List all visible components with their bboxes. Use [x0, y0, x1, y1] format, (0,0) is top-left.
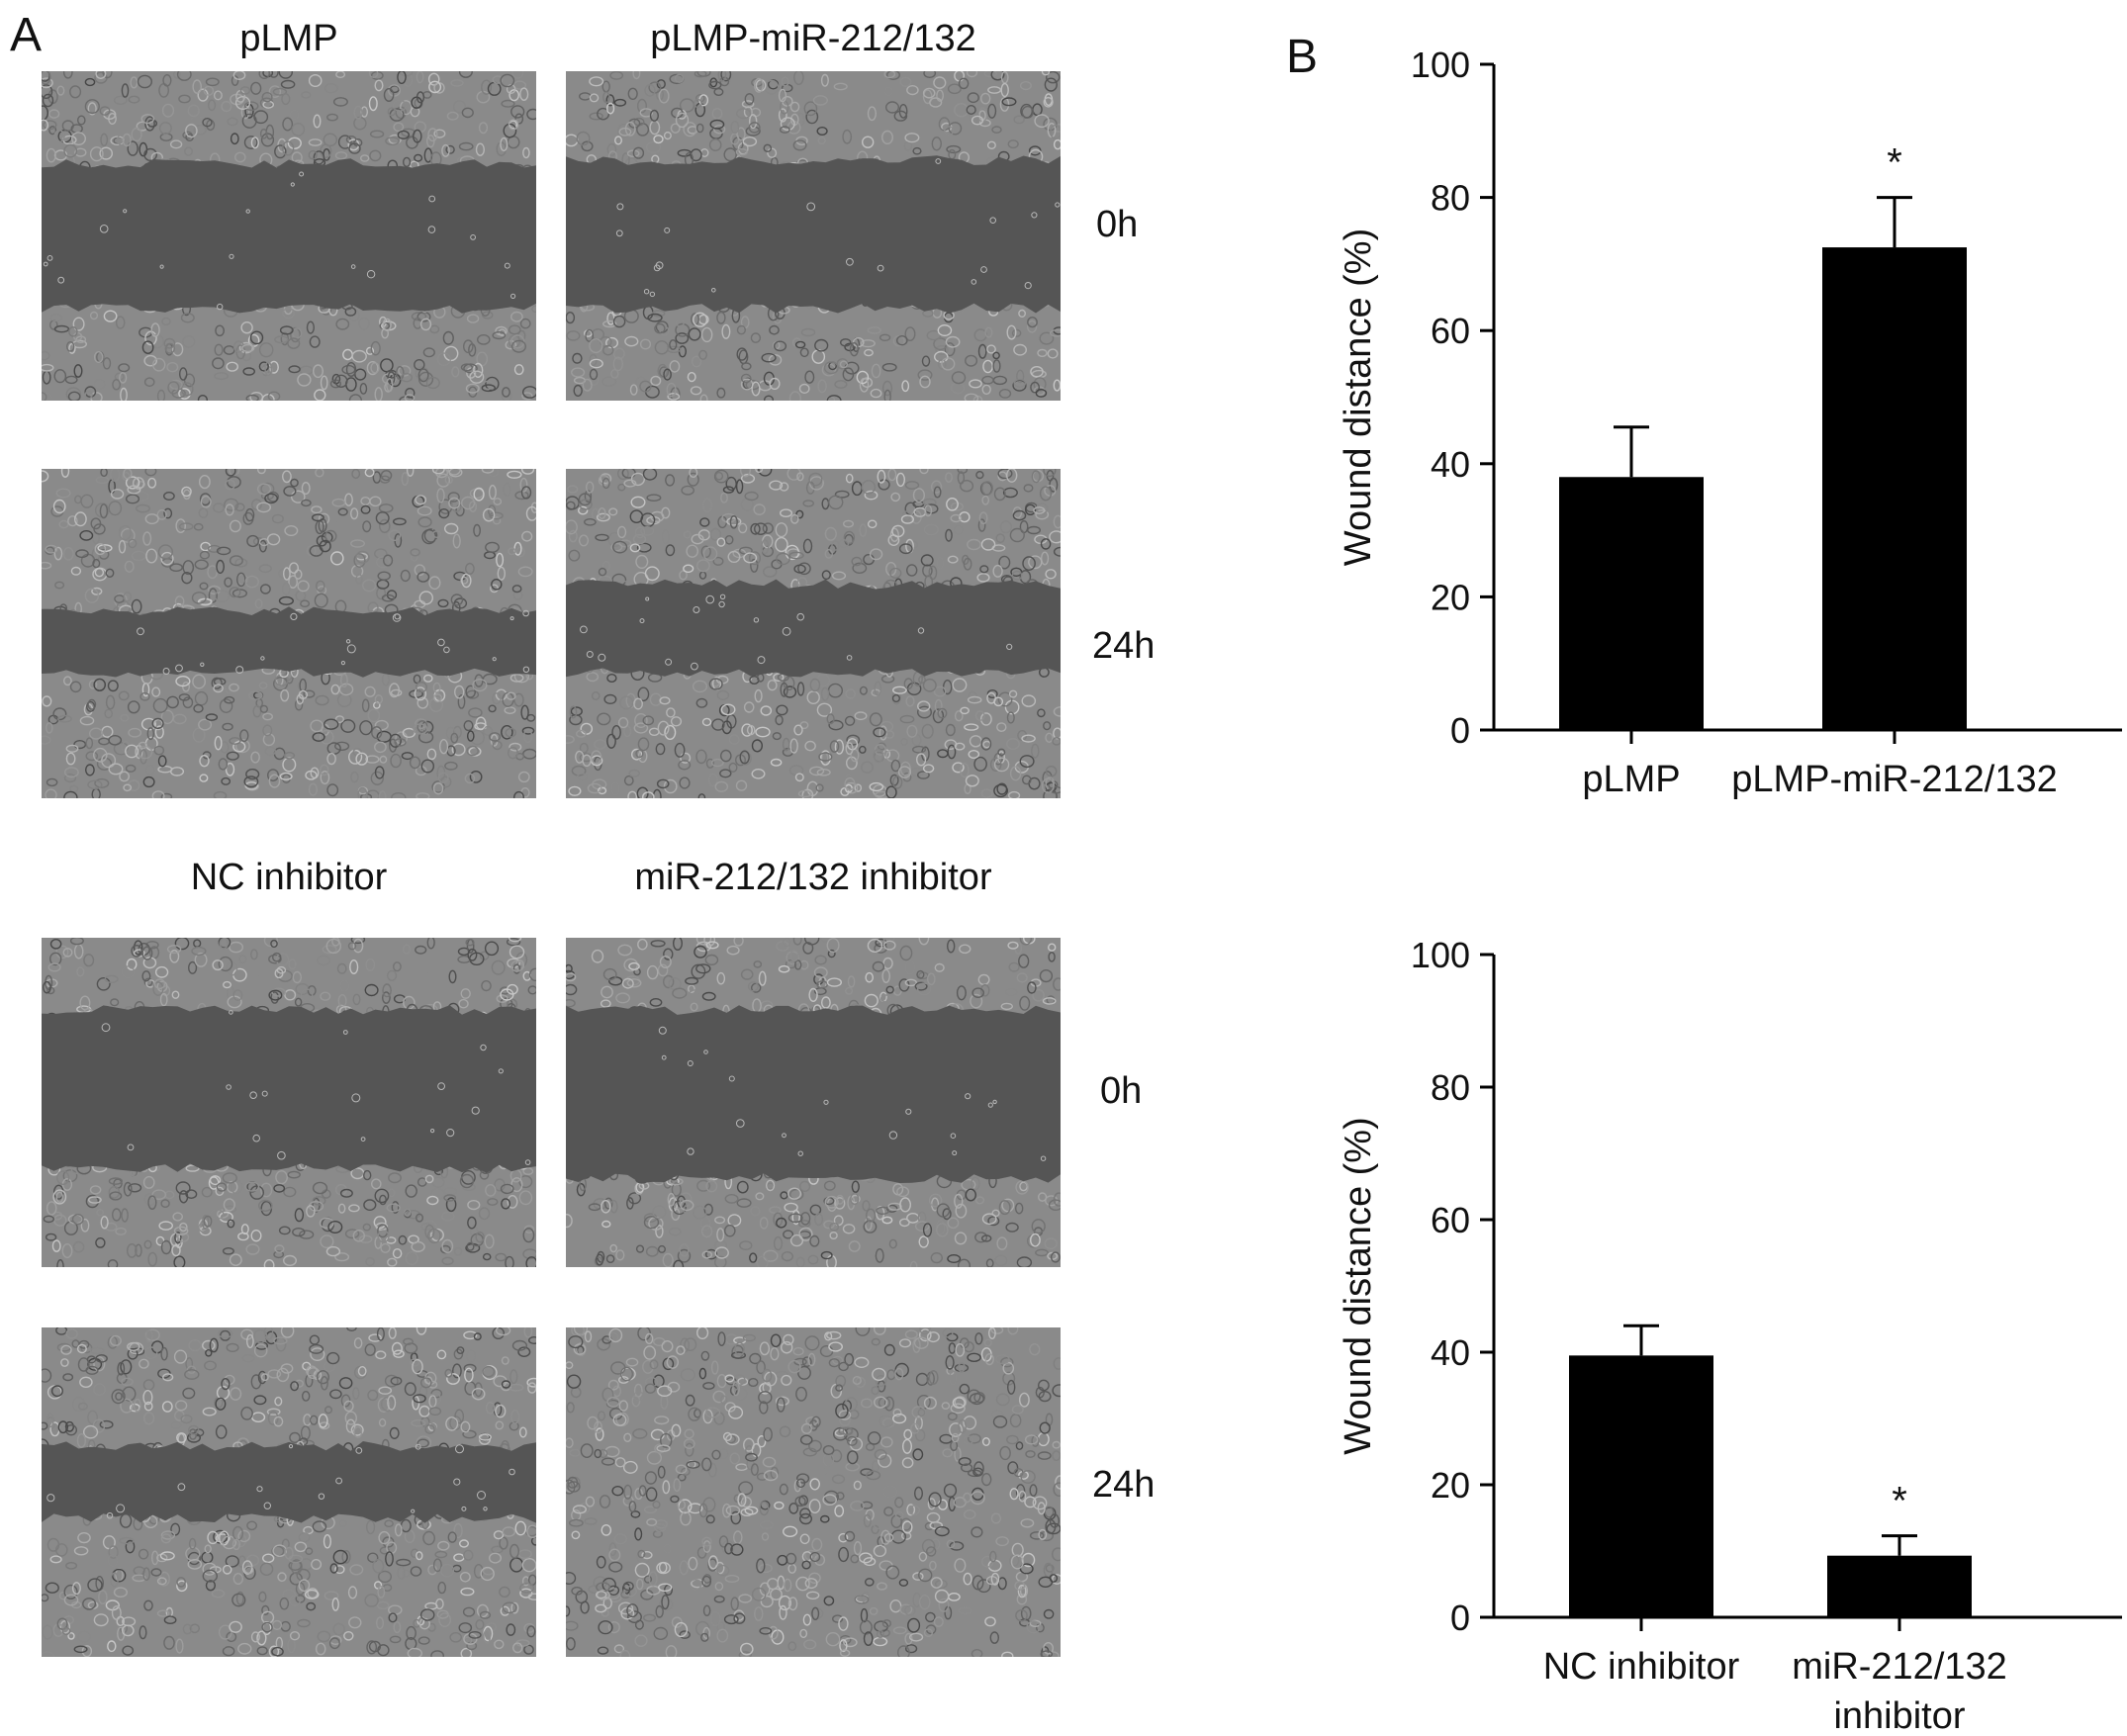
- time-label-24h-bottom: 24h: [1092, 1464, 1156, 1506]
- time-label-0h-bottom: 0h: [1100, 1070, 1143, 1112]
- micrograph-texture: [566, 469, 1061, 798]
- y-tick-label: 40: [1431, 1332, 1470, 1373]
- y-tick-label: 80: [1431, 178, 1470, 219]
- micrograph-nc-inhibitor-0h: [42, 938, 536, 1267]
- micrograph-plmp-24h: [42, 469, 536, 798]
- x-tick-label: pLMP: [1582, 759, 1680, 800]
- micrograph-plmp-mir-24h: [566, 469, 1061, 798]
- y-tick-label: 20: [1431, 1465, 1470, 1506]
- x-tick-label: miR-212/132: [1792, 1646, 2007, 1688]
- significance-marker: *: [1887, 141, 1902, 185]
- time-label-0h-top: 0h: [1096, 204, 1139, 245]
- x-tick-label: NC inhibitor: [1543, 1646, 1740, 1688]
- x-tick-label: pLMP-miR-212/132: [1731, 759, 2057, 800]
- y-tick-label: 60: [1431, 1200, 1470, 1240]
- micrograph-nc-inhibitor-24h: [42, 1327, 536, 1657]
- time-label-24h-top: 24h: [1092, 625, 1156, 667]
- x-tick-label: inhibitor: [1833, 1695, 1965, 1736]
- y-tick-label: 0: [1450, 1598, 1470, 1638]
- micrograph-mir-inhibitor-24h: [566, 1327, 1061, 1657]
- micrograph-texture: [566, 1327, 1061, 1657]
- micrograph-plmp-mir-0h: [566, 71, 1061, 401]
- y-tick-label: 40: [1431, 444, 1470, 485]
- micrograph-texture: [42, 469, 536, 798]
- significance-marker: *: [1892, 1480, 1907, 1523]
- bar: [1827, 1555, 1972, 1617]
- micrograph-mir-inhibitor-0h: [566, 938, 1061, 1267]
- panel-b-label: B: [1286, 31, 1319, 83]
- micrograph-texture: [566, 71, 1061, 401]
- micrograph-texture: [42, 1327, 536, 1657]
- column-title-mir-inhibitor: miR-212/132 inhibitor: [634, 857, 992, 898]
- bar: [1822, 247, 1967, 730]
- y-tick-label: 20: [1431, 577, 1470, 617]
- y-tick-label: 60: [1431, 311, 1470, 351]
- micrograph-texture: [566, 938, 1061, 1267]
- bar: [1559, 477, 1704, 730]
- y-tick-label: 100: [1411, 935, 1470, 975]
- y-axis-label: Wound distance (%): [1338, 228, 1379, 566]
- micrograph-texture: [42, 71, 536, 401]
- column-title-nc-inhibitor: NC inhibitor: [190, 857, 388, 898]
- micrograph-texture: [42, 938, 536, 1267]
- y-tick-label: 80: [1431, 1067, 1470, 1108]
- panel-a-label: A: [10, 9, 43, 61]
- y-axis-label: Wound distance (%): [1338, 1117, 1379, 1454]
- y-tick-label: 0: [1450, 710, 1470, 751]
- column-title-plmp: pLMP: [239, 18, 338, 59]
- micrograph-plmp-0h: [42, 71, 536, 401]
- bar: [1569, 1355, 1713, 1617]
- column-title-plmp-mir: pLMP-miR-212/132: [650, 18, 976, 59]
- y-tick-label: 100: [1411, 45, 1470, 85]
